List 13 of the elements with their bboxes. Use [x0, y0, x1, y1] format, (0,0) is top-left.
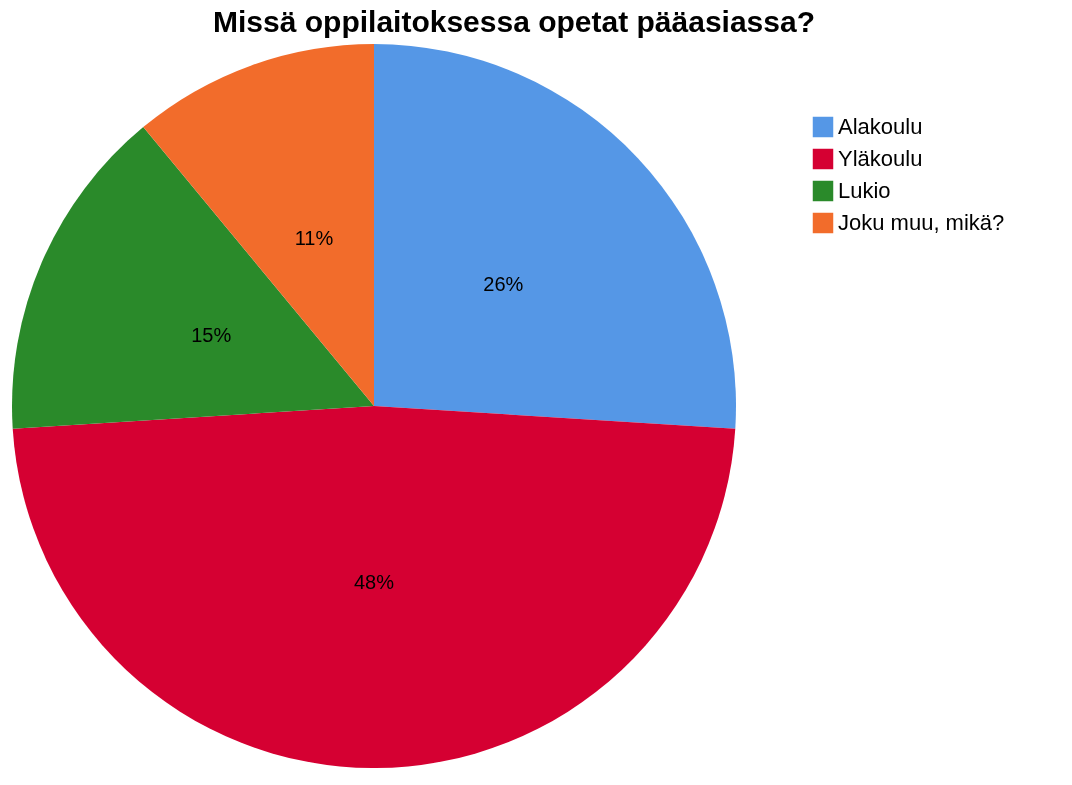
pie-slice: [143, 44, 374, 406]
data-label: 26%: [483, 272, 524, 295]
chart-title: Missä oppilaitoksessa opetat pääasiassa?: [213, 5, 815, 38]
data-label: 11%: [294, 227, 334, 250]
data-label: 15%: [191, 323, 232, 346]
legend-label: Alakoulu: [838, 114, 923, 139]
pie-slice: [12, 406, 736, 768]
legend-label: Lukio: [838, 178, 891, 203]
pie-slice: [374, 44, 736, 429]
legend-label: Joku muu, mikä?: [838, 210, 1005, 235]
pie-slice: [12, 127, 374, 429]
legend-label: Yläkoulu: [838, 146, 923, 171]
data-label: 48%: [353, 571, 395, 594]
